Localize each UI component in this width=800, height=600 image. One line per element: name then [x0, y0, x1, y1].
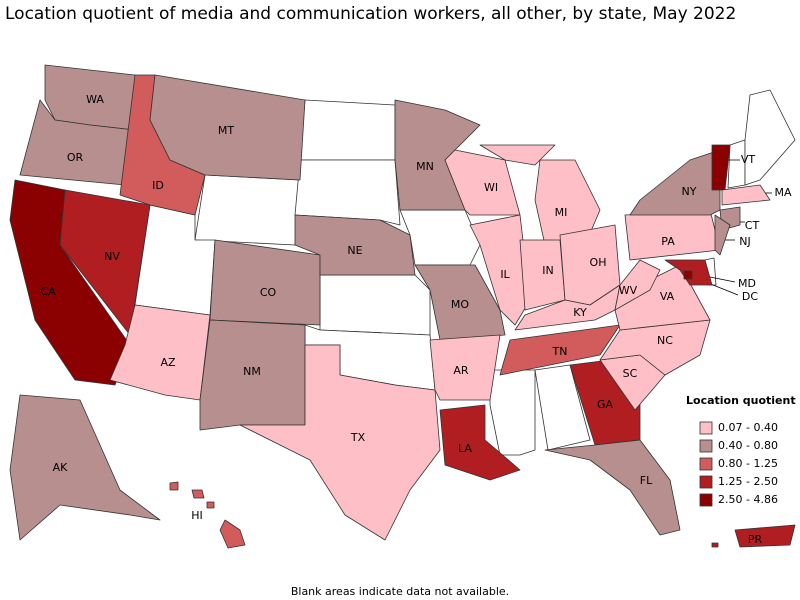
- state: [714, 214, 731, 256]
- legend-label: 0.07 - 0.40: [718, 421, 778, 434]
- legend-label: 1.25 - 2.50: [718, 475, 778, 488]
- state-label: MI: [555, 206, 568, 219]
- state: [614, 259, 661, 311]
- state-label: KY: [573, 306, 587, 319]
- state-label: MT: [218, 124, 234, 137]
- state-label: DC: [742, 290, 758, 303]
- state-label: AK: [53, 461, 69, 474]
- state-label: OH: [590, 256, 607, 269]
- state-label: MD: [738, 277, 756, 290]
- state: [629, 149, 721, 216]
- legend-swatch: [699, 475, 713, 489]
- state: [206, 501, 215, 509]
- state-label: CA: [40, 285, 56, 298]
- legend-swatch: [699, 421, 713, 435]
- state-label: TX: [350, 431, 366, 444]
- state-blank: [489, 369, 536, 456]
- legend-swatch: [699, 457, 713, 471]
- state-label: TN: [552, 345, 568, 358]
- state: [711, 144, 731, 191]
- state-label: PA: [661, 235, 675, 248]
- state-blank: [744, 89, 796, 186]
- state: [711, 542, 719, 548]
- state-label: IN: [542, 264, 553, 277]
- state-label: HI: [191, 509, 203, 522]
- legend-swatch: [699, 439, 713, 453]
- state-label: WV: [619, 284, 638, 297]
- state: [9, 394, 161, 541]
- state: [294, 214, 416, 276]
- state-blank: [299, 99, 396, 161]
- state-label: WA: [86, 93, 104, 106]
- state: [149, 74, 306, 181]
- legend-label: 2.50 - 4.86: [718, 493, 778, 506]
- state-label: NJ: [739, 235, 750, 248]
- state: [683, 270, 693, 280]
- state-blank: [294, 159, 401, 226]
- legend: Location quotient 0.07 - 0.40 0.40 - 0.80…: [686, 394, 796, 507]
- state: [169, 481, 179, 491]
- state: [209, 239, 321, 326]
- state: [721, 184, 771, 206]
- state: [191, 489, 205, 499]
- state-blank: [534, 364, 591, 451]
- legend-swatch: [699, 493, 713, 507]
- state-blank: [194, 174, 301, 246]
- state-label: LA: [458, 442, 472, 455]
- state-label: AR: [453, 364, 469, 377]
- state-label: MA: [774, 186, 791, 199]
- state: [219, 519, 246, 549]
- state-label: NV: [104, 250, 120, 263]
- state: [734, 524, 796, 548]
- state-label: WI: [484, 181, 498, 194]
- state-label: PR: [748, 533, 763, 546]
- legend-label: 0.40 - 0.80: [718, 439, 778, 452]
- state-label: NE: [347, 244, 362, 257]
- state-label: MN: [416, 160, 434, 173]
- state: [239, 344, 441, 541]
- state-label: CT: [745, 219, 760, 232]
- state-label: OR: [67, 151, 84, 164]
- state-label: NC: [657, 334, 673, 347]
- state-label: SC: [623, 367, 638, 380]
- state-label: ID: [152, 179, 164, 192]
- state-label: VA: [660, 290, 675, 303]
- state: [544, 439, 681, 536]
- map-title: Location quotient of media and communica…: [5, 4, 736, 24]
- state-label: NM: [243, 365, 261, 378]
- state-label: GA: [597, 398, 614, 411]
- legend-label: 0.80 - 1.25: [718, 457, 778, 470]
- state-label: FL: [640, 474, 653, 487]
- state: [414, 264, 506, 341]
- state-label: MO: [451, 298, 469, 311]
- state: [479, 144, 556, 166]
- legend-title: Location quotient: [686, 394, 796, 407]
- state-label: IL: [500, 268, 510, 281]
- footnote: Blank areas indicate data not available.: [291, 585, 509, 598]
- state: [499, 324, 621, 376]
- state-blank: [319, 274, 431, 336]
- state: [429, 334, 501, 401]
- state: [439, 404, 521, 481]
- state: [469, 214, 531, 326]
- states: [9, 64, 796, 549]
- state-labels: WA OR CA NV ID MT AZ CO NM NE TX MN MO AR LA WI IL MI IN OH…: [40, 93, 792, 546]
- state-label: AZ: [160, 356, 176, 369]
- state-label: NY: [682, 185, 697, 198]
- state-label: CO: [260, 286, 277, 299]
- state-label: VT: [741, 153, 756, 166]
